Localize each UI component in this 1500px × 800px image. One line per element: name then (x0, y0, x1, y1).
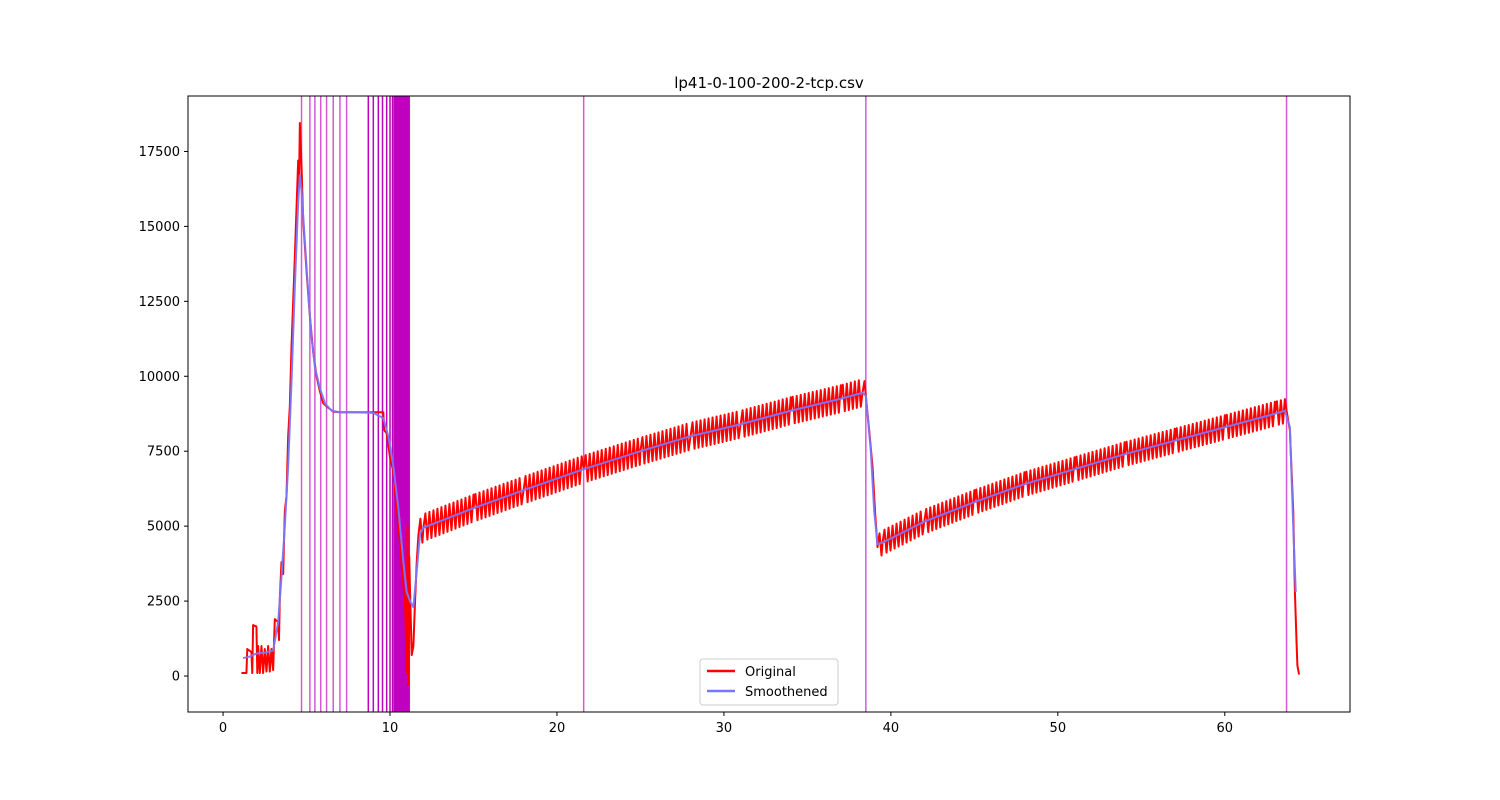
smoothened-line (242, 174, 1297, 660)
chart-title: lp41-0-100-200-2-tcp.csv (674, 74, 864, 92)
x-tick-label: 40 (883, 721, 900, 736)
y-tick-label: 10000 (139, 370, 180, 385)
x-axis: 0 10 20 30 40 50 60 (219, 712, 1233, 736)
x-tick-label: 30 (716, 721, 733, 736)
x-tick-label: 60 (1217, 721, 1234, 736)
legend: Original Smoothened (699, 658, 839, 706)
x-tick-label: 10 (382, 721, 399, 736)
y-tick-label: 2500 (147, 595, 180, 610)
y-tick-label: 0 (172, 670, 180, 685)
x-tick-label: 50 (1050, 721, 1067, 736)
smoothened-series (242, 174, 1297, 660)
y-tick-label: 17500 (139, 145, 180, 160)
original-series (241, 121, 1301, 687)
y-tick-label: 7500 (147, 445, 180, 460)
legend-smoothened-label: Smoothened (745, 685, 828, 700)
y-tick-label: 15000 (139, 220, 180, 235)
original-line (241, 121, 1301, 687)
x-tick-label: 20 (549, 721, 566, 736)
x-tick-label: 0 (219, 721, 227, 736)
y-tick-label: 12500 (139, 295, 180, 310)
plot-area (241, 96, 1301, 712)
y-axis: 0 2500 5000 7500 10000 12500 15000 17500 (139, 145, 188, 685)
plot-frame (187, 95, 1351, 713)
y-tick-label: 5000 (147, 520, 180, 535)
legend-original-label: Original (745, 665, 796, 680)
